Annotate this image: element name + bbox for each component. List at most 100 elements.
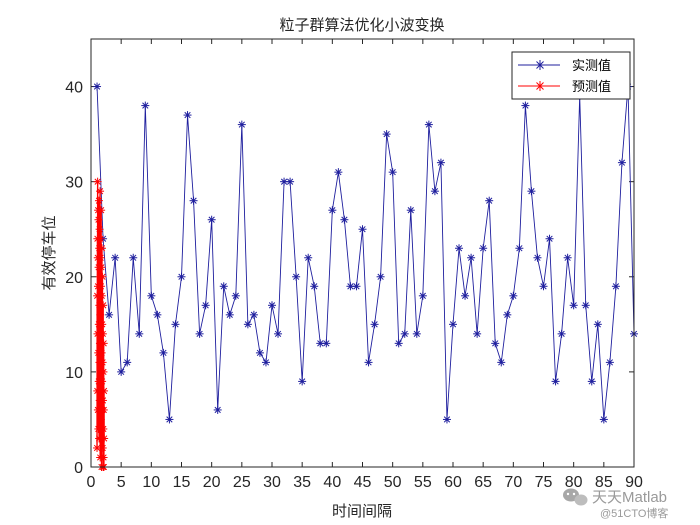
data-point — [99, 301, 108, 310]
data-point — [340, 215, 349, 224]
data-point — [509, 291, 518, 300]
data-point — [455, 244, 464, 253]
data-point — [376, 272, 385, 281]
data-point — [449, 320, 457, 329]
data-point — [370, 320, 379, 329]
data-point — [100, 386, 109, 395]
x-tick-label: 30 — [263, 474, 281, 491]
data-point — [394, 339, 403, 348]
y-tick-label: 0 — [74, 460, 83, 477]
data-point — [557, 329, 566, 338]
x-tick-label: 80 — [565, 474, 583, 491]
data-point — [93, 443, 102, 452]
data-point — [521, 101, 530, 110]
data-point — [473, 329, 482, 338]
data-point — [268, 301, 276, 310]
data-point — [527, 187, 536, 196]
data-point — [117, 367, 126, 376]
legend-marker-predicted — [535, 81, 545, 91]
data-point — [581, 301, 590, 310]
legend-box — [511, 51, 631, 100]
data-point — [171, 320, 180, 329]
data-point — [98, 396, 107, 405]
data-point — [93, 177, 102, 186]
data-point — [292, 272, 301, 281]
x-tick-label: 5 — [117, 474, 126, 491]
x-tick-label: 85 — [595, 474, 613, 491]
legend-marker-measured — [535, 60, 545, 70]
data-point — [98, 443, 107, 452]
data-point — [605, 358, 614, 367]
data-point — [231, 291, 240, 300]
data-point — [96, 234, 105, 243]
data-point — [189, 196, 198, 205]
data-point — [153, 310, 162, 319]
data-point — [491, 339, 500, 348]
data-point — [249, 310, 258, 319]
data-point — [304, 253, 313, 262]
data-point — [280, 177, 289, 186]
watermark-text: 天天Matlab — [592, 489, 667, 506]
data-point — [599, 415, 608, 424]
data-point — [97, 206, 106, 215]
chart-title: 粒子群算法优化小波变换 — [279, 16, 444, 34]
data-point — [225, 310, 234, 319]
data-point — [261, 358, 270, 367]
data-point — [96, 282, 105, 291]
x-tick-label: 70 — [504, 474, 522, 491]
data-point — [412, 329, 421, 338]
legend: 实测值 预测值 — [511, 51, 631, 100]
x-tick-label: 50 — [384, 474, 402, 491]
axis-ticks: 0 5 10 15 20 25 30 35 40 45 50 55 60 65 70 75 80 85 90 0 10 2… — [65, 39, 643, 491]
data-point — [94, 424, 103, 433]
data-point — [98, 377, 107, 386]
y-axis-title: 有效停车位 — [40, 215, 58, 290]
data-point — [99, 405, 108, 414]
x-tick-label: 90 — [625, 474, 643, 491]
data-point — [503, 310, 512, 319]
y-tick-label: 20 — [65, 270, 83, 287]
data-point — [147, 291, 156, 300]
x-tick-label: 40 — [323, 474, 341, 491]
data-point — [617, 158, 626, 167]
data-point — [255, 348, 264, 357]
data-point — [611, 282, 620, 291]
x-tick-label: 15 — [173, 474, 191, 491]
data-point — [418, 291, 427, 300]
x-tick-label: 10 — [142, 474, 160, 491]
data-point — [310, 282, 319, 291]
data-point — [286, 177, 295, 186]
data-point — [183, 111, 192, 120]
data-point — [94, 215, 103, 224]
watermark-subtext: @51CTO博客 — [600, 506, 668, 520]
series-line — [96, 86, 635, 420]
data-point — [135, 329, 144, 338]
data-point — [352, 282, 361, 291]
x-tick-label: 65 — [474, 474, 492, 491]
data-point — [99, 367, 108, 376]
data-point — [97, 291, 106, 300]
data-point — [467, 253, 476, 262]
data-point — [99, 453, 108, 462]
data-point — [334, 168, 343, 177]
data-point — [563, 253, 572, 262]
axes-box — [90, 38, 635, 468]
data-point — [358, 225, 367, 234]
legend-label-measured: 实测值 — [572, 58, 611, 74]
data-point — [328, 206, 337, 215]
data-point — [99, 424, 108, 433]
data-point — [94, 196, 103, 205]
data-point — [539, 282, 548, 291]
data-point — [551, 377, 560, 386]
wechat-icon — [563, 488, 588, 506]
data-point — [424, 120, 433, 129]
data-point — [406, 206, 415, 215]
data-point — [195, 329, 204, 338]
data-point — [497, 358, 506, 367]
data-point — [219, 282, 228, 291]
data-point — [201, 301, 210, 310]
data-point — [98, 320, 107, 329]
data-point — [177, 272, 186, 281]
x-tick-label: 25 — [233, 474, 251, 491]
